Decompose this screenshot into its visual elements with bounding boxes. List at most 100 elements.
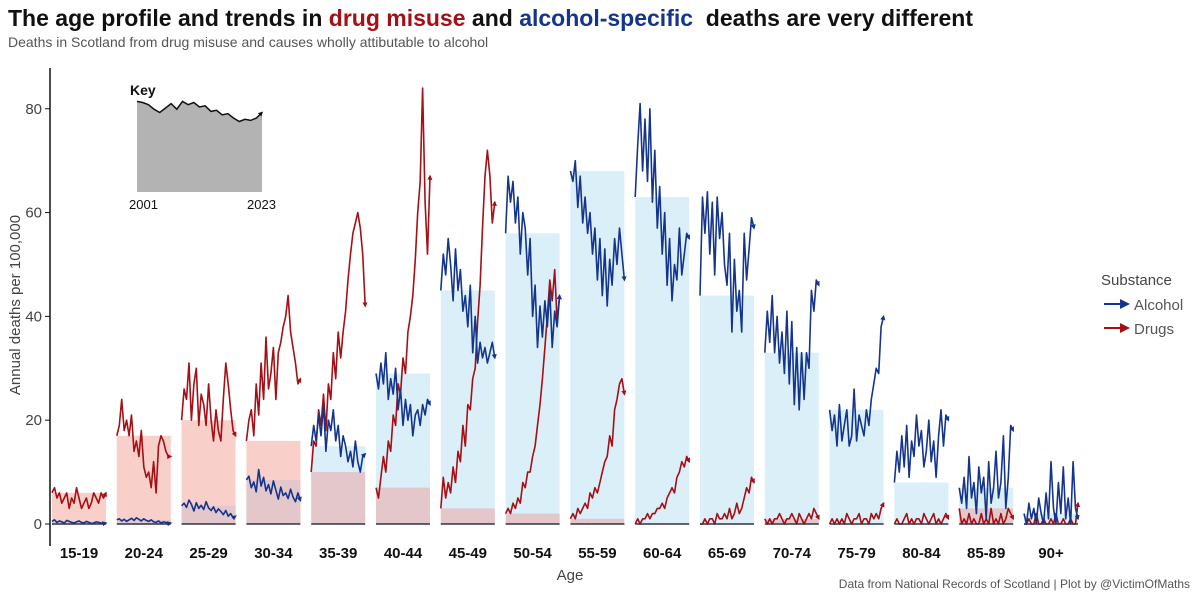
- key-title: Key: [130, 82, 156, 98]
- panel-20-24: [116, 398, 173, 527]
- drugs-line-70-74: [764, 507, 820, 525]
- panel-60-64: [634, 102, 690, 525]
- x-tick-label: 50-54: [513, 545, 552, 562]
- x-tick-label: 35-39: [319, 545, 357, 562]
- x-axis-title: Age: [557, 567, 584, 584]
- drugs-baseline-area: [311, 472, 366, 524]
- caption: Data from National Records of Scotland |…: [839, 577, 1190, 591]
- alcohol-line-75-79: [828, 314, 886, 447]
- y-tick-label: 40: [25, 308, 42, 325]
- drugs-line-60-64: [634, 455, 690, 525]
- alcohol-line-70-74: [764, 279, 820, 411]
- alcohol-baseline-area: [570, 171, 625, 525]
- alcohol-line-85-89: [958, 424, 1014, 520]
- title-part2: and: [466, 5, 520, 31]
- x-tick-label: 60-64: [643, 545, 682, 562]
- panel-90plus: [1023, 460, 1081, 525]
- drugs-line-65-69: [700, 476, 755, 525]
- drugs-line-35-39: [310, 211, 368, 473]
- drugs-line-40-44: [375, 87, 433, 499]
- alcohol-baseline-area: [764, 352, 819, 524]
- alcohol-line-45-49: [440, 237, 497, 364]
- y-axis-title: Annual deaths per 100,000: [7, 215, 24, 395]
- panel-45-49: [440, 149, 497, 525]
- x-tick-label: 30-34: [254, 545, 293, 562]
- x-tick-label: 75-79: [837, 545, 875, 562]
- drugs-line-30-34: [245, 294, 302, 442]
- panel-35-39: [310, 211, 368, 525]
- drugs-line-55-59: [569, 377, 627, 520]
- title-part3: deaths are very different: [693, 5, 973, 31]
- title-alcohol-highlight: alcohol-specific: [519, 5, 693, 31]
- alcohol-line-50-54: [504, 175, 562, 349]
- alcohol-line-15-19: [51, 518, 108, 527]
- panel-55-59: [569, 159, 627, 525]
- drugs-line-20-24: [116, 398, 173, 494]
- alcohol-baseline-area: [505, 233, 560, 525]
- drugs-baseline-area: [376, 487, 430, 524]
- y-tick-label: 0: [34, 516, 42, 533]
- x-tick-label: 25-29: [189, 545, 227, 562]
- key-end-year: 2023: [247, 197, 276, 212]
- drugs-baseline-area: [116, 435, 171, 524]
- key-inset: Key 2001 2023: [129, 82, 276, 212]
- x-tick-label: 20-24: [125, 545, 164, 562]
- alcohol-baseline-area: [52, 521, 106, 524]
- alcohol-line-60-64: [634, 102, 690, 302]
- legend: Substance Alcohol Drugs: [1101, 272, 1183, 338]
- drugs-line-50-54: [504, 268, 562, 515]
- panel-15-19: [51, 486, 108, 527]
- alcohol-line-30-34: [245, 468, 302, 503]
- alcohol-baseline-area: [894, 482, 949, 524]
- alcohol-line-55-59: [569, 159, 627, 307]
- alcohol-line-40-44: [375, 351, 431, 437]
- panel-70-74: [764, 279, 820, 525]
- axes-layer: 15-19 20-24 25-29 30-34 35-39 40-44 45-49 50-54…: [25, 68, 1064, 562]
- alcohol-line-25-29: [181, 499, 237, 521]
- key-area: [137, 101, 262, 192]
- y-tick-label: 20: [25, 412, 42, 429]
- x-tick-label: 65-69: [708, 545, 746, 562]
- y-tick-label: 60: [25, 205, 42, 222]
- alcohol-line-90+: [1023, 460, 1080, 525]
- key-start-year: 2001: [129, 197, 158, 212]
- drugs-line-45-49: [440, 149, 497, 509]
- panel-50-54: [504, 175, 562, 525]
- panel-80-84: [893, 408, 950, 525]
- x-tick-label: 55-59: [578, 545, 616, 562]
- x-tick-label: 85-89: [967, 545, 1005, 562]
- drugs-line-25-29: [180, 362, 237, 442]
- alcohol-line-65-69: [699, 191, 756, 333]
- x-tick-label: 90+: [1038, 545, 1064, 562]
- legend-drugs-label: Drugs: [1134, 321, 1174, 338]
- alcohol-baseline-area: [181, 505, 236, 524]
- alcohol-baseline-area: [700, 295, 754, 524]
- drugs-baseline-area: [505, 513, 560, 524]
- alcohol-baseline-area: [116, 519, 171, 524]
- panel-85-89: [958, 424, 1014, 525]
- panel-75-79: [828, 314, 886, 525]
- drugs-baseline-area: [440, 508, 495, 524]
- x-tick-label: 70-74: [773, 545, 812, 562]
- x-tick-label: 45-49: [449, 545, 487, 562]
- drugs-baseline-area: [764, 518, 819, 524]
- x-tick-label: 40-44: [384, 545, 423, 562]
- panel-40-44: [375, 87, 433, 525]
- alcohol-line-20-24: [116, 516, 173, 527]
- drugs-line-75-79: [828, 501, 885, 525]
- title-part1: The age profile and trends in: [8, 5, 329, 31]
- y-tick-label: 80: [25, 101, 42, 118]
- panel-65-69: [699, 191, 756, 525]
- drugs-baseline-area: [570, 518, 625, 524]
- panels-layer: [51, 87, 1081, 527]
- chart-title: The age profile and trends in drug misus…: [8, 5, 973, 31]
- x-tick-label: 80-84: [902, 545, 941, 562]
- alcohol-line-35-39: [310, 403, 367, 473]
- drugs-line-15-19: [51, 486, 107, 510]
- legend-title: Substance: [1101, 272, 1172, 289]
- alcohol-line-80-84: [893, 408, 950, 483]
- panel-30-34: [245, 294, 302, 525]
- title-drug-highlight: drug misuse: [329, 5, 466, 31]
- x-tick-label: 15-19: [60, 545, 98, 562]
